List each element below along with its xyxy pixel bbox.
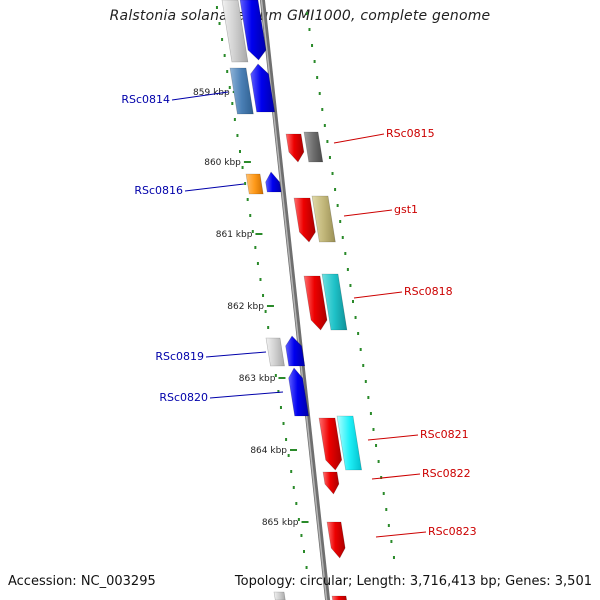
gene-label-forward[interactable]: RSc0816: [134, 184, 183, 197]
gene-arrow-red: [322, 471, 340, 495]
gene-block-grey: [265, 337, 285, 367]
gene-block-red-partial: [331, 595, 347, 600]
gene-block-darkgrey: [303, 131, 324, 163]
gene-labels: RSc0814 RSc0816 RSc0819 RSc0820 RSc0815 gst1 R…: [121, 91, 477, 538]
gene-block-steel: [229, 67, 254, 115]
kbp-tick-label: 863 kbp: [239, 374, 276, 384]
gene-leader-line: [205, 351, 267, 358]
accession-text: Accession: NC_003295: [8, 574, 156, 589]
gene-arrow-red: [303, 275, 328, 331]
gene-label-reverse[interactable]: RSc0821: [420, 428, 469, 441]
gene-leader-line: [353, 291, 403, 299]
gene-leader-line: [333, 133, 385, 144]
gene-arrow-red: [285, 133, 305, 163]
gene-block-orange: [245, 173, 264, 195]
gene-leader-line: [343, 209, 393, 217]
gene-block-grey: [221, 0, 249, 63]
gene-label-forward[interactable]: RSc0819: [155, 350, 204, 363]
backbone-line: [259, 0, 331, 600]
map-title: Ralstonia solanacearum GMI1000, complete…: [109, 8, 491, 24]
gene-leader-line: [375, 531, 427, 538]
gene-leader-line: [367, 434, 419, 441]
gene-arrow-red: [318, 417, 343, 471]
kbp-tick-label: 864 kbp: [250, 446, 287, 456]
gene-arrow-blue: [239, 0, 267, 61]
gene-leader-line: [371, 473, 421, 480]
gene-leader-line: [209, 391, 284, 399]
kbp-tick-label: 859 kbp: [193, 88, 230, 98]
gene-block-teal: [321, 273, 348, 331]
topology-summary: Topology: circular; Length: 3,716,413 bp…: [234, 574, 592, 589]
gene-arrow-blue: [285, 335, 306, 367]
gene-label-reverse[interactable]: gst1: [394, 203, 418, 216]
gene-block-grey-partial: [273, 591, 286, 600]
gene-features: [221, 0, 362, 600]
gene-block-cyan: [336, 415, 362, 471]
kbp-ticks: 859 kbp 860 kbp 861 kbp 862 kbp 863 kbp 864 k…: [193, 88, 309, 528]
kbp-tick-label: 865 kbp: [262, 518, 299, 528]
gene-label-forward[interactable]: RSc0814: [121, 93, 170, 106]
gene-label-reverse[interactable]: RSc0822: [422, 467, 471, 480]
kbp-tick-label: 861 kbp: [216, 230, 253, 240]
gene-arrow-red: [326, 521, 346, 559]
gene-label-reverse[interactable]: RSc0818: [404, 285, 453, 298]
gene-leader-line: [171, 91, 229, 101]
kbp-tick-label: 860 kbp: [204, 158, 241, 168]
gene-block-olive: [311, 195, 336, 243]
gene-arrow-blue: [250, 63, 276, 113]
gene-label-reverse[interactable]: RSc0823: [428, 525, 477, 538]
gene-label-reverse[interactable]: RSc0815: [386, 127, 435, 140]
kbp-tick-label: 862 kbp: [227, 302, 264, 312]
gene-label-forward[interactable]: RSc0820: [159, 391, 208, 404]
gene-leader-line: [184, 183, 245, 192]
gene-arrow-red: [293, 197, 316, 243]
gene-arrow-blue: [265, 171, 282, 193]
gene-arrow-blue: [288, 367, 310, 417]
